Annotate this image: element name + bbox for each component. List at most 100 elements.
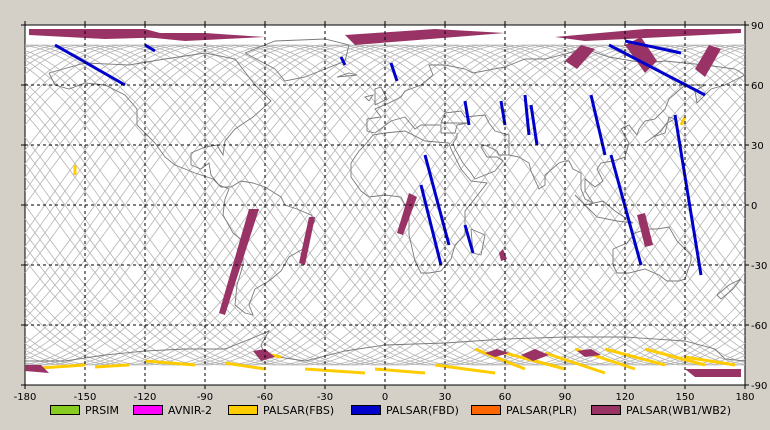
y-tick-label: 30 bbox=[751, 141, 764, 152]
fbs-strip bbox=[304, 367, 366, 375]
coastline bbox=[574, 194, 634, 224]
coastline bbox=[336, 72, 358, 78]
fbd-strip bbox=[608, 43, 706, 97]
x-tick-label: -60 bbox=[257, 392, 273, 403]
legend-label: PRSIM bbox=[85, 403, 119, 417]
x-tick-label: 150 bbox=[675, 392, 694, 403]
x-tick-label: -180 bbox=[14, 392, 37, 403]
wb-swath bbox=[219, 209, 259, 315]
wb-swath bbox=[695, 45, 721, 77]
orbit-track bbox=[24, 44, 746, 366]
wb-swath bbox=[485, 349, 509, 357]
coastline bbox=[350, 130, 488, 274]
legend-label: PALSAR(FBS) bbox=[263, 403, 335, 417]
fbd-strip bbox=[463, 100, 471, 126]
wb-swath bbox=[577, 349, 601, 357]
y-tick-label: 60 bbox=[751, 81, 764, 92]
legend-label: PALSAR(WB1/WB2) bbox=[626, 403, 732, 417]
legend-item: PALSAR(FBD) bbox=[351, 403, 459, 417]
fbd-strip bbox=[529, 104, 539, 146]
fbs-strip bbox=[644, 347, 706, 367]
x-tick-label: 30 bbox=[439, 392, 452, 403]
y-tick-label: -30 bbox=[751, 261, 767, 272]
legend-item: AVNIR-2 bbox=[133, 403, 212, 417]
wb-swath bbox=[29, 29, 175, 39]
legend-swatch bbox=[228, 405, 258, 415]
wb-swath bbox=[685, 369, 741, 377]
legend-swatch bbox=[351, 405, 381, 415]
wb-swath bbox=[105, 33, 265, 41]
legend-item: PALSAR(WB1/WB2) bbox=[591, 403, 731, 417]
wb-swath bbox=[521, 349, 549, 361]
legend-item: PRSIM bbox=[50, 403, 119, 417]
fbs-strip bbox=[604, 347, 666, 367]
palsar-fbd-coverage bbox=[54, 39, 706, 276]
legend-swatch bbox=[133, 405, 163, 415]
wb-swath bbox=[253, 349, 275, 361]
legend-swatch bbox=[591, 405, 621, 415]
fbs-strip bbox=[504, 351, 566, 371]
legend-item: PALSAR(PLR) bbox=[471, 403, 577, 417]
wb-swath bbox=[499, 249, 507, 261]
fbs-strip bbox=[94, 363, 130, 369]
y-tick-label: 90 bbox=[751, 21, 764, 32]
legend: PRSIM AVNIR-2 PALSAR(FBS) PALSAR(FBD) PALSAR… bbox=[0, 400, 770, 422]
coastline bbox=[508, 74, 746, 205]
coastline bbox=[374, 86, 388, 106]
wb-swath bbox=[625, 37, 657, 73]
fbd-strip bbox=[339, 56, 347, 66]
fbd-strip bbox=[419, 184, 443, 266]
x-tick-label: 0 bbox=[382, 392, 388, 403]
x-tick-label: 60 bbox=[499, 392, 512, 403]
legend-swatch bbox=[471, 405, 501, 415]
legend-label: PALSAR(PLR) bbox=[506, 403, 577, 417]
wb-swath bbox=[565, 45, 595, 69]
fbs-strip bbox=[224, 361, 266, 371]
coastline bbox=[25, 330, 746, 362]
orbit-track bbox=[24, 44, 746, 366]
coastline bbox=[644, 116, 677, 144]
axis-ticks: -180 -150 -120 -90 -60 -30 0 30 60 90 120 150 180 90 6… bbox=[14, 21, 767, 403]
wb-swath bbox=[637, 213, 653, 247]
fbs-strip bbox=[474, 347, 526, 371]
wb-swath bbox=[25, 365, 49, 373]
y-tick-label: 0 bbox=[751, 201, 757, 212]
coastline bbox=[470, 228, 486, 256]
fbd-strip bbox=[609, 154, 643, 266]
x-tick-label: -90 bbox=[197, 392, 213, 403]
fbs-strip bbox=[679, 116, 687, 126]
legend-label: PALSAR(FBD) bbox=[386, 403, 459, 417]
palsar-fbs-coverage bbox=[24, 116, 736, 375]
wb-swath bbox=[555, 29, 741, 41]
x-tick-label: 90 bbox=[559, 392, 572, 403]
fbd-strip bbox=[673, 114, 703, 276]
x-tick-label: -120 bbox=[134, 392, 157, 403]
fbs-strip bbox=[374, 367, 426, 375]
fbs-strip bbox=[684, 355, 736, 367]
coastline bbox=[364, 94, 375, 102]
legend-swatch bbox=[50, 405, 80, 415]
fbd-strip bbox=[624, 39, 682, 55]
coastline bbox=[366, 110, 510, 180]
lat-lon-grid bbox=[25, 25, 745, 385]
fbs-strip bbox=[144, 359, 196, 367]
coastline bbox=[48, 52, 316, 316]
wb-swath bbox=[397, 193, 417, 235]
y-tick-label: -90 bbox=[751, 381, 767, 392]
fbd-strip bbox=[499, 100, 507, 126]
legend-item: PALSAR(FBS) bbox=[228, 403, 334, 417]
fbd-strip bbox=[463, 224, 475, 254]
fbs-strip bbox=[544, 351, 606, 375]
y-tick-label: -60 bbox=[751, 321, 767, 332]
coastline bbox=[244, 38, 350, 82]
fbd-strip bbox=[523, 94, 531, 136]
legend-label: AVNIR-2 bbox=[168, 403, 212, 417]
wb-swath bbox=[299, 217, 315, 265]
x-tick-label: -30 bbox=[317, 392, 333, 403]
fbs-strip bbox=[434, 363, 496, 375]
fbd-strip bbox=[54, 43, 126, 87]
coastline bbox=[716, 278, 742, 300]
x-tick-label: 180 bbox=[735, 392, 754, 403]
fbd-strip bbox=[389, 62, 399, 82]
